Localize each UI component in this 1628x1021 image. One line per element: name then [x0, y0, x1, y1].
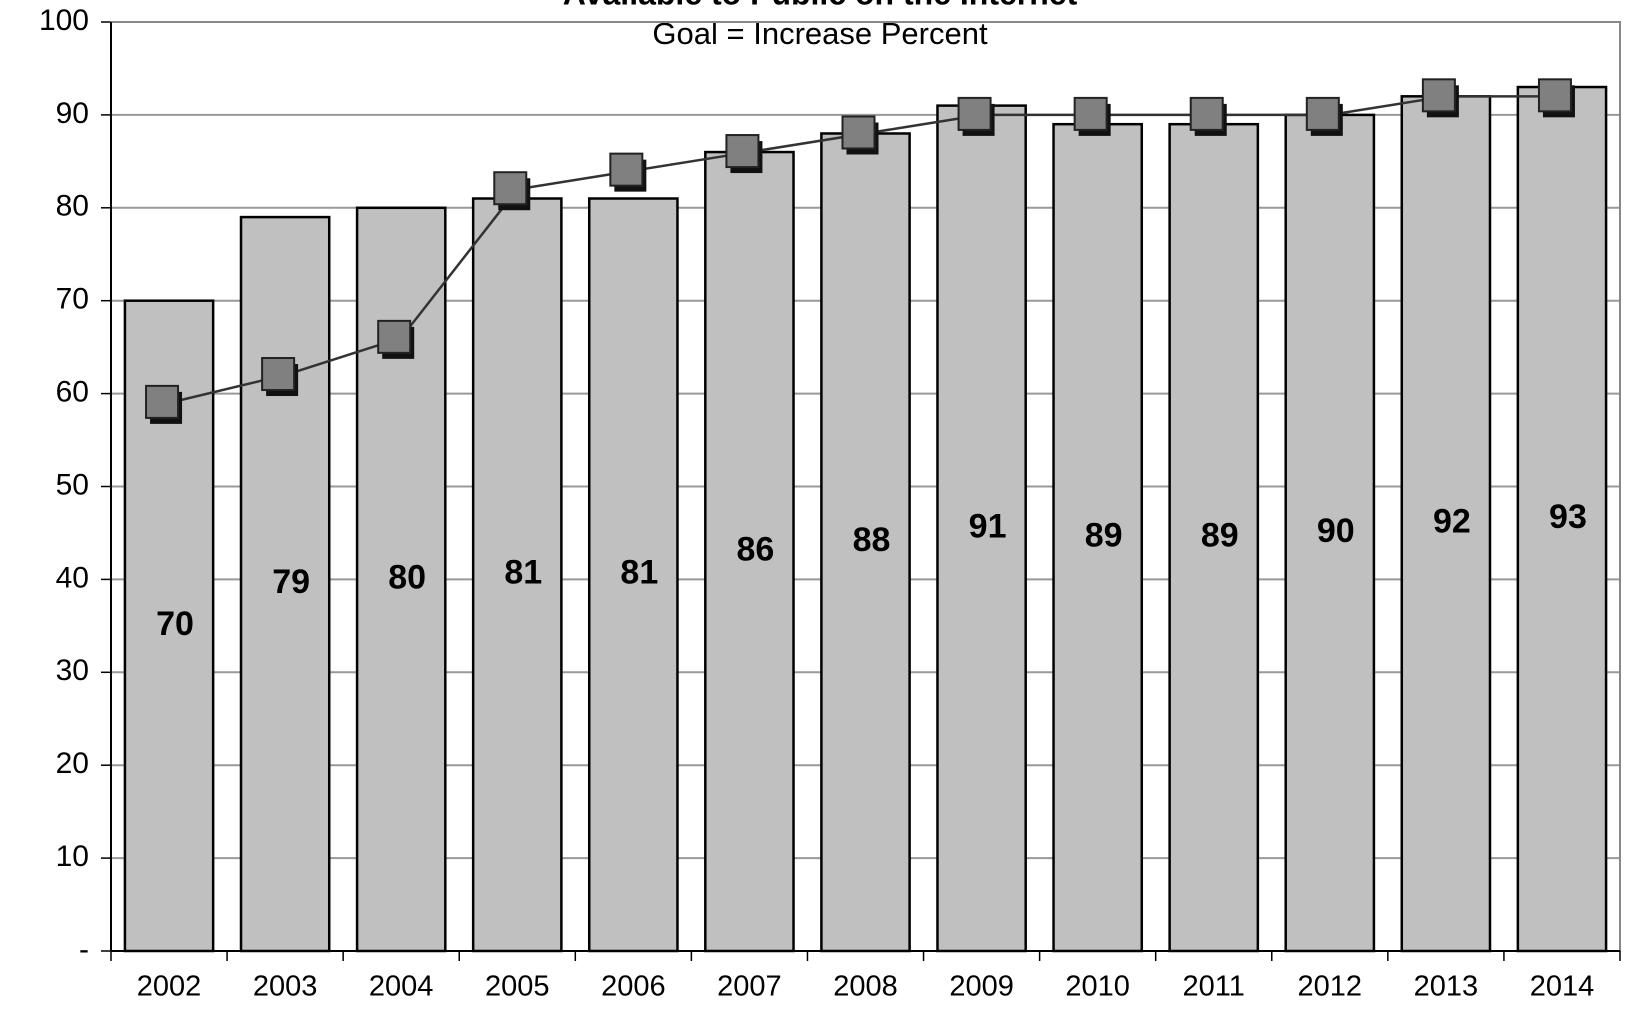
- bar: [1400, 95, 1492, 953]
- marker: [1073, 96, 1108, 131]
- bar: [471, 197, 563, 953]
- y-tick-label: 10: [56, 840, 89, 873]
- bar: [1516, 85, 1608, 953]
- data-label: 91: [969, 507, 1007, 545]
- x-tick-label: 2004: [369, 971, 434, 1003]
- y-tick-label: 100: [39, 4, 89, 37]
- x-tick-label: 2012: [1298, 971, 1363, 1003]
- x-tick-label: 2003: [253, 971, 318, 1003]
- y-tick-label: 60: [56, 376, 89, 409]
- data-label: 86: [737, 531, 775, 569]
- marker: [145, 384, 180, 419]
- y-tick-label: 80: [56, 190, 89, 223]
- marker: [725, 134, 760, 169]
- marker: [609, 152, 644, 187]
- data-label: 93: [1549, 498, 1587, 536]
- bar: [1168, 122, 1260, 953]
- marker: [1421, 78, 1456, 113]
- bar: [936, 104, 1027, 953]
- marker: [1537, 78, 1572, 113]
- data-label: 81: [620, 554, 658, 592]
- data-label: 88: [853, 521, 891, 559]
- bar: [1284, 113, 1376, 953]
- data-label: 89: [1201, 517, 1239, 555]
- bar: [587, 197, 679, 953]
- y-tick-label: 70: [56, 283, 89, 316]
- x-tick-label: 2006: [601, 971, 666, 1003]
- data-label: 89: [1085, 517, 1123, 555]
- marker: [261, 357, 296, 392]
- data-label: 79: [272, 563, 310, 601]
- x-tick-label: 2010: [1065, 971, 1130, 1003]
- y-tick-label: 40: [56, 561, 89, 594]
- data-label: 80: [388, 558, 426, 596]
- bar: [1052, 122, 1144, 953]
- x-tick-label: 2002: [137, 971, 202, 1003]
- chart-title: Available to Public on the Internet: [563, 0, 1078, 11]
- data-label: 90: [1317, 512, 1355, 550]
- y-tick-label: 20: [56, 747, 89, 780]
- marker: [957, 96, 992, 131]
- marker: [841, 115, 876, 150]
- data-label: 81: [504, 554, 542, 592]
- y-tick-label: 30: [56, 654, 89, 687]
- y-tick-label: 50: [56, 468, 89, 501]
- x-tick-label: 2009: [949, 971, 1014, 1003]
- x-tick-label: 2008: [833, 971, 898, 1003]
- x-tick-label: 2013: [1414, 971, 1479, 1003]
- x-tick-label: 2005: [485, 971, 550, 1003]
- x-tick-label: 2011: [1183, 971, 1245, 1003]
- marker: [377, 319, 412, 354]
- marker: [493, 171, 528, 206]
- y-tick-label: 90: [56, 97, 89, 130]
- data-label: 70: [156, 605, 194, 643]
- marker: [1305, 96, 1340, 131]
- x-tick-label: 2007: [717, 971, 782, 1003]
- data-label: 92: [1433, 503, 1471, 541]
- marker: [1189, 96, 1224, 131]
- y-tick-label: -: [79, 933, 89, 966]
- x-tick-label: 2014: [1530, 971, 1595, 1003]
